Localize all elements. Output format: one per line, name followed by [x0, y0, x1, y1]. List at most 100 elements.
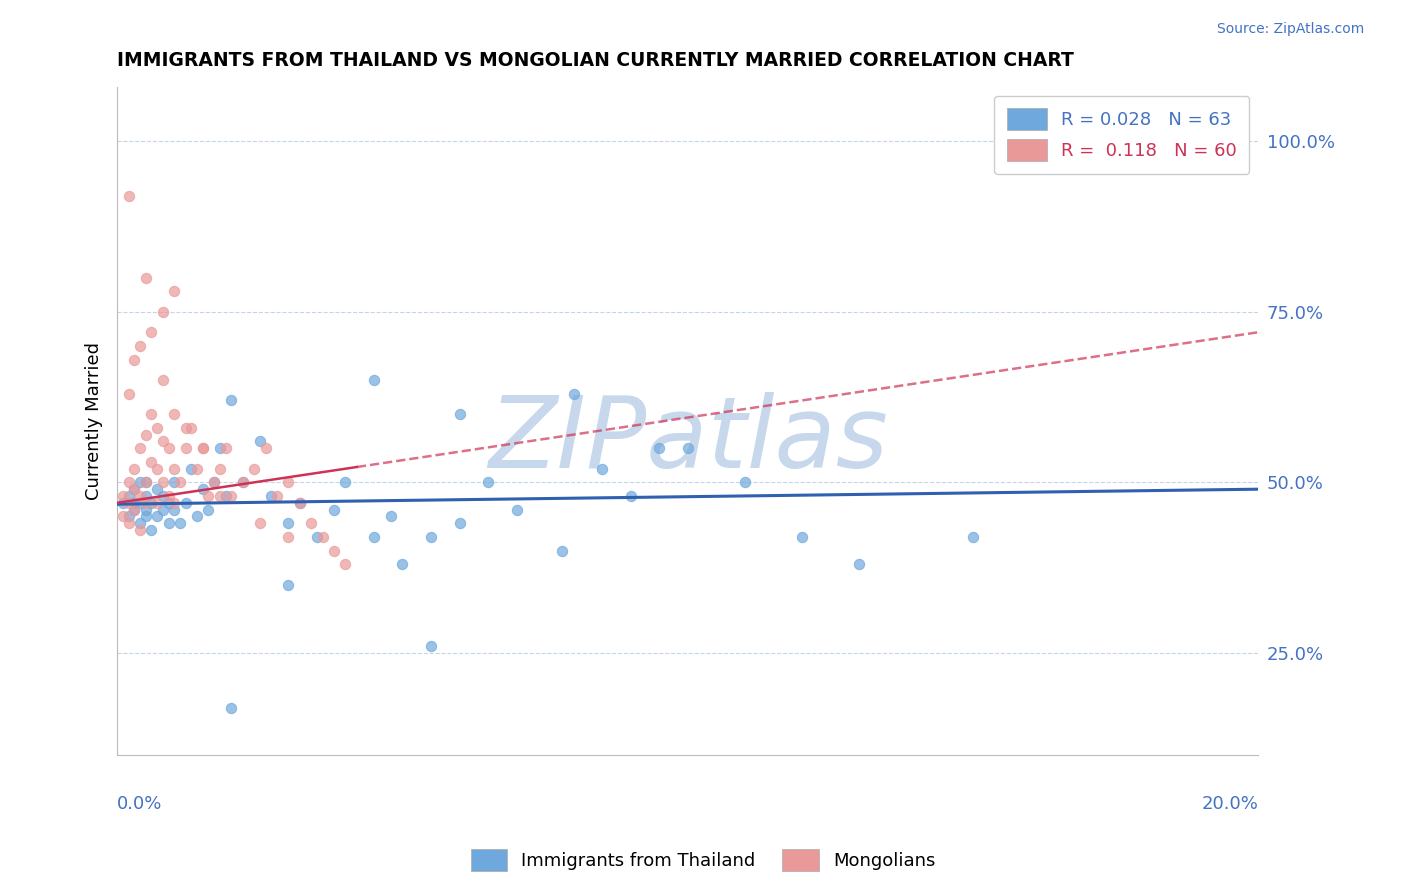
Point	[141, 496, 163, 510]
Point	[117, 516, 139, 531]
Point	[221, 700, 243, 714]
Point	[152, 502, 174, 516]
Point	[620, 489, 643, 503]
Point	[254, 442, 277, 456]
Point	[152, 434, 174, 449]
Point	[111, 509, 134, 524]
Point	[163, 407, 186, 421]
Text: 0.0%: 0.0%	[117, 796, 163, 814]
Point	[249, 516, 271, 531]
Point	[174, 442, 197, 456]
Point	[124, 352, 146, 367]
Point	[163, 475, 186, 490]
Point	[124, 502, 146, 516]
Point	[208, 461, 231, 475]
Point	[141, 455, 163, 469]
Point	[288, 496, 311, 510]
Point	[323, 502, 346, 516]
Point	[562, 386, 585, 401]
Point	[163, 461, 186, 475]
Point	[734, 475, 756, 490]
Point	[135, 475, 157, 490]
Point	[962, 530, 984, 544]
Point	[124, 496, 146, 510]
Point	[186, 509, 208, 524]
Point	[163, 285, 186, 299]
Point	[146, 509, 169, 524]
Y-axis label: Currently Married: Currently Married	[86, 342, 103, 500]
Point	[232, 475, 254, 490]
Point	[117, 188, 139, 202]
Point	[124, 482, 146, 496]
Point	[191, 442, 214, 456]
Point	[848, 558, 870, 572]
Point	[249, 434, 271, 449]
Point	[477, 475, 499, 490]
Point	[146, 421, 169, 435]
Point	[163, 502, 186, 516]
Point	[135, 496, 157, 510]
Point	[129, 475, 152, 490]
Point	[129, 523, 152, 537]
Point	[141, 325, 163, 339]
Point	[135, 427, 157, 442]
Point	[146, 496, 169, 510]
Point	[124, 482, 146, 496]
Point	[266, 489, 288, 503]
Point	[174, 421, 197, 435]
Point	[129, 496, 152, 510]
Point	[129, 489, 152, 503]
Text: IMMIGRANTS FROM THAILAND VS MONGOLIAN CURRENTLY MARRIED CORRELATION CHART: IMMIGRANTS FROM THAILAND VS MONGOLIAN CU…	[117, 51, 1074, 70]
Point	[790, 530, 813, 544]
Point	[197, 489, 219, 503]
Point	[449, 407, 471, 421]
Point	[129, 442, 152, 456]
Point	[157, 496, 180, 510]
Point	[676, 442, 699, 456]
Point	[117, 509, 139, 524]
Point	[152, 489, 174, 503]
Point	[420, 639, 443, 653]
Point	[221, 393, 243, 408]
Point	[363, 530, 385, 544]
Point	[135, 475, 157, 490]
Point	[202, 475, 225, 490]
Point	[551, 543, 574, 558]
Point	[191, 482, 214, 496]
Point	[208, 489, 231, 503]
Point	[157, 516, 180, 531]
Point	[163, 496, 186, 510]
Point	[335, 475, 357, 490]
Point	[277, 516, 299, 531]
Point	[380, 509, 402, 524]
Point	[152, 304, 174, 318]
Point	[169, 516, 191, 531]
Text: 20.0%: 20.0%	[1202, 796, 1258, 814]
Point	[180, 421, 202, 435]
Point	[117, 386, 139, 401]
Point	[277, 475, 299, 490]
Point	[117, 475, 139, 490]
Point	[169, 475, 191, 490]
Point	[202, 475, 225, 490]
Point	[363, 373, 385, 387]
Point	[648, 442, 671, 456]
Point	[214, 442, 236, 456]
Point	[288, 496, 311, 510]
Point	[186, 461, 208, 475]
Point	[124, 461, 146, 475]
Point	[129, 339, 152, 353]
Point	[323, 543, 346, 558]
Point	[197, 502, 219, 516]
Point	[208, 442, 231, 456]
Point	[214, 489, 236, 503]
Point	[135, 270, 157, 285]
Point	[174, 496, 197, 510]
Point	[141, 407, 163, 421]
Point	[135, 502, 157, 516]
Point	[391, 558, 413, 572]
Point	[135, 509, 157, 524]
Legend: R = 0.028   N = 63, R =  0.118   N = 60: R = 0.028 N = 63, R = 0.118 N = 60	[994, 95, 1250, 174]
Point	[191, 442, 214, 456]
Point	[505, 502, 527, 516]
